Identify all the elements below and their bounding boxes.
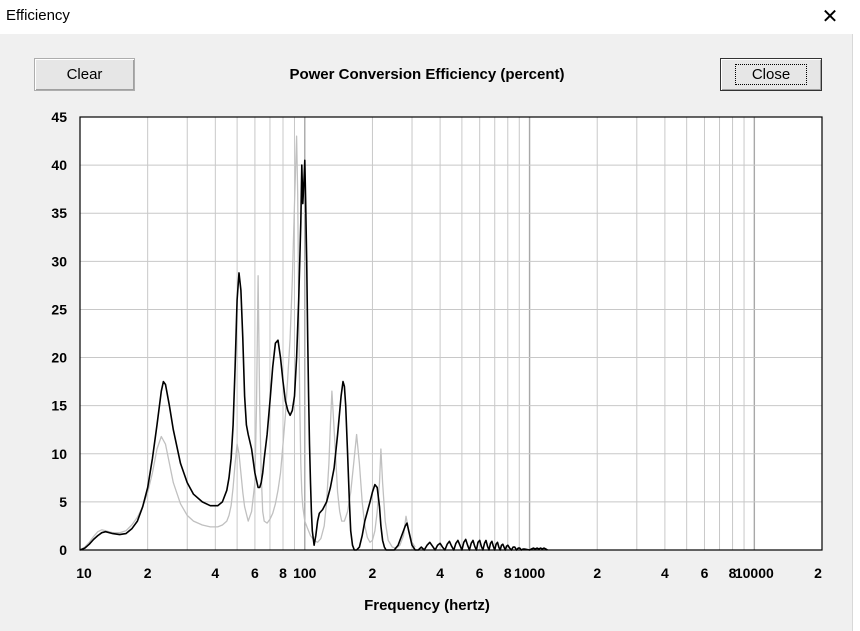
series-line-secondary [79,135,416,551]
x-tick-label: 10 [76,565,92,581]
x-tick-label: 2 [593,565,601,581]
x-tick-label: 6 [701,565,709,581]
x-tick-label: 6 [251,565,259,581]
x-tick-label: 2 [369,565,377,581]
x-tick-label: 4 [661,565,669,581]
x-tick-label: 4 [436,565,444,581]
close-button-label: Close [734,64,808,85]
x-tick-label: 4 [211,565,219,581]
window-title: Efficiency [6,7,70,24]
y-tick-label: 5 [59,494,67,510]
y-tick-label: 15 [51,398,67,414]
x-tick-label: 8 [504,565,512,581]
y-tick-label: 25 [51,301,67,317]
x-tick-label: 1000 [514,565,545,581]
close-icon[interactable]: ✕ [821,6,839,28]
y-tick-label: 45 [51,109,67,125]
title-bar: Efficiency ✕ [0,0,860,34]
x-tick-label: 100 [293,565,317,581]
x-tick-label: 2 [814,565,822,581]
x-tick-label: 2 [144,565,152,581]
y-tick-label: 40 [51,157,67,173]
clear-button-label: Clear [66,66,103,83]
x-tick-label: 8 [729,565,737,581]
grid [80,117,822,550]
y-tick-labels: 0 5 10 15 20 25 30 35 40 45 [51,109,67,558]
close-button[interactable]: Close [720,58,822,91]
window-edge [852,34,860,631]
y-tick-label: 35 [51,205,67,221]
chart-title: Power Conversion Efficiency (percent) [289,66,565,83]
y-tick-label: 10 [51,446,67,462]
x-tick-label: 10000 [735,565,774,581]
y-tick-label: 30 [51,253,67,269]
clear-button[interactable]: Clear [34,58,135,91]
x-axis-label: Frequency (hertz) [364,597,490,614]
y-tick-label: 20 [51,350,67,366]
y-tick-label: 0 [59,542,67,558]
plot-frame [79,116,823,551]
plot-area [80,117,822,550]
x-tick-label: 6 [476,565,484,581]
x-tick-label: 8 [279,565,287,581]
